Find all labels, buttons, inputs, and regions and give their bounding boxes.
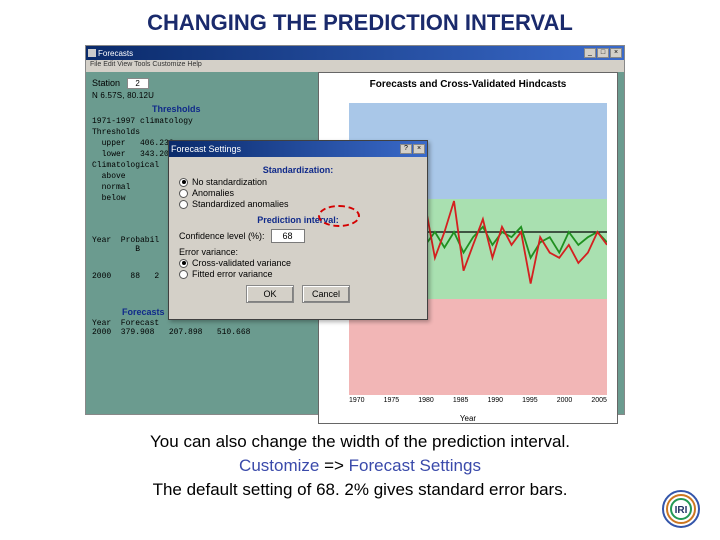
confidence-row: Confidence level (%): 68 [179, 229, 417, 243]
radio-icon[interactable] [179, 189, 188, 198]
error-variance-option-0[interactable]: Cross-validated variance [179, 258, 417, 268]
chart-title: Forecasts and Cross-Validated Hindcasts [319, 79, 617, 90]
x-tick: 2005 [591, 397, 607, 413]
caption-line1: You can also change the width of the pre… [0, 430, 720, 454]
maximize-button[interactable]: □ [597, 48, 609, 58]
station-stepper[interactable]: 2 [127, 78, 149, 89]
svg-text:IRI: IRI [675, 505, 688, 516]
radio-icon[interactable] [179, 200, 188, 209]
standardization-option-1[interactable]: Anomalies [179, 188, 417, 198]
dialog-close-button[interactable]: × [413, 144, 425, 154]
dialog-body: Standardization: No standardizationAnoma… [169, 157, 427, 309]
x-tick: 1970 [349, 397, 365, 413]
caption-kw1: Customize [239, 456, 319, 475]
caption-line3: The default setting of 68. 2% gives stan… [0, 478, 720, 502]
x-tick: 1990 [488, 397, 504, 413]
confidence-spinner[interactable]: 68 [271, 229, 305, 243]
iri-logo: IRI [660, 488, 702, 530]
standardization-option-2[interactable]: Standardized anomalies [179, 199, 417, 209]
station-label: Station [92, 78, 120, 88]
error-variance-option-1[interactable]: Fitted error variance [179, 269, 417, 279]
error-variance-option-label: Fitted error variance [192, 269, 273, 279]
caption-kw2: Forecast Settings [349, 456, 481, 475]
dialog-title: Forecast Settings [171, 144, 241, 154]
dialog-help-button[interactable]: ? [400, 144, 412, 154]
app-icon [88, 49, 96, 57]
x-tick: 2000 [557, 397, 573, 413]
error-variance-label: Error variance: [179, 247, 417, 257]
slide-caption: You can also change the width of the pre… [0, 430, 720, 502]
slide-title: CHANGING THE PREDICTION INTERVAL [0, 10, 720, 36]
x-axis-label: Year [319, 414, 617, 423]
dialog-titlebar: Forecast Settings ? × [169, 141, 427, 157]
prediction-interval-label: Prediction interval: [179, 215, 417, 225]
error-variance-option-label: Cross-validated variance [192, 258, 291, 268]
radio-icon[interactable] [179, 270, 188, 279]
standardization-option-label: Standardized anomalies [192, 199, 289, 209]
cancel-button[interactable]: Cancel [302, 285, 350, 303]
x-axis: 1970 1975 1980 1985 1990 1995 2000 2005 [349, 397, 607, 413]
ok-button[interactable]: OK [246, 285, 294, 303]
standardization-option-label: No standardization [192, 177, 267, 187]
standardization-option-0[interactable]: No standardization [179, 177, 417, 187]
app-title: Forecasts [98, 49, 133, 58]
close-button[interactable]: × [610, 48, 622, 58]
app-titlebar: Forecasts _ □ × [86, 46, 624, 60]
radio-icon[interactable] [179, 259, 188, 268]
radio-icon[interactable] [179, 178, 188, 187]
standardization-option-label: Anomalies [192, 188, 234, 198]
x-tick: 1995 [522, 397, 538, 413]
minimize-button[interactable]: _ [584, 48, 596, 58]
standardization-label: Standardization: [179, 165, 417, 175]
menubar[interactable]: File Edit View Tools Customize Help [86, 60, 624, 72]
confidence-label: Confidence level (%): [179, 231, 265, 241]
x-tick: 1980 [418, 397, 434, 413]
caption-arrow: => [319, 456, 348, 475]
x-tick: 1975 [384, 397, 400, 413]
x-tick: 1985 [453, 397, 469, 413]
forecast-settings-dialog: Forecast Settings ? × Standardization: N… [168, 140, 428, 320]
